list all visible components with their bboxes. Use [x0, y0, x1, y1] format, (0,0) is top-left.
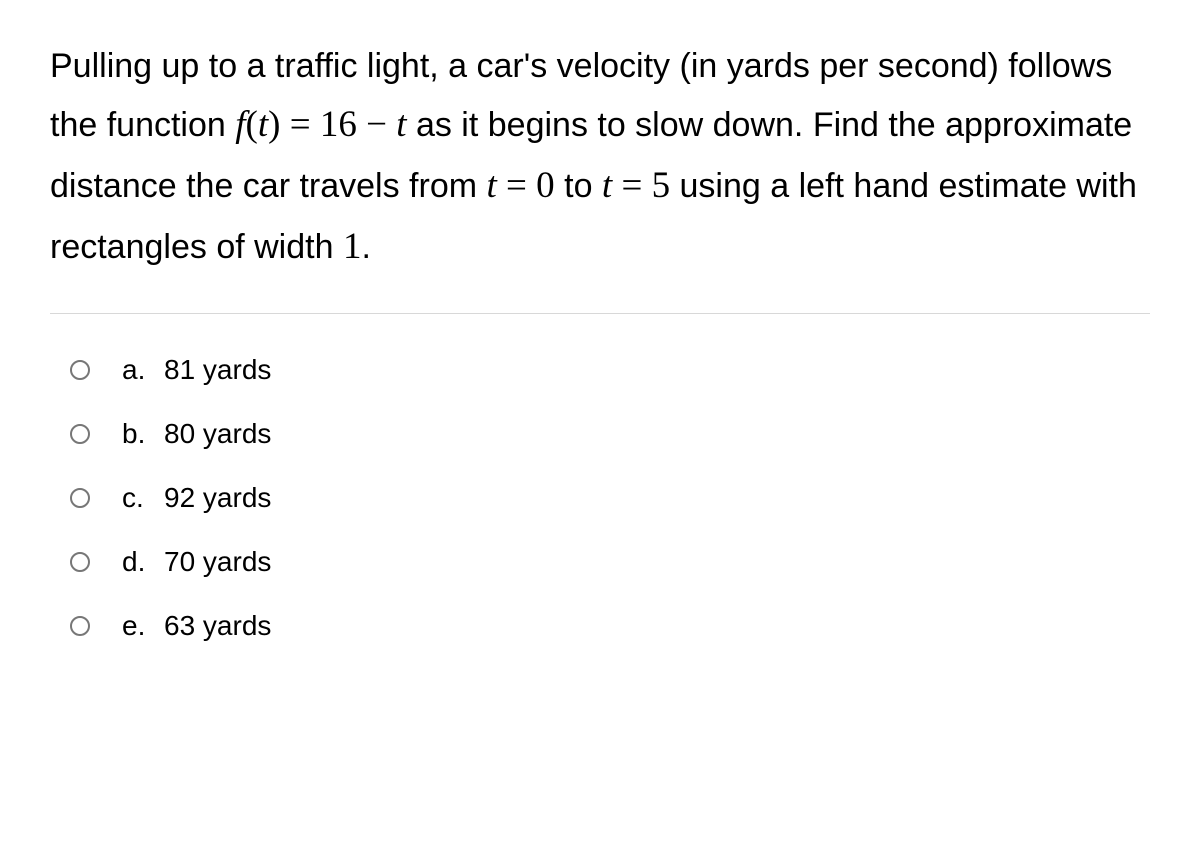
equals-2: =	[497, 165, 536, 206]
question-stem: Pulling up to a traffic light, a car's v…	[50, 38, 1150, 277]
width-val: 1	[343, 226, 362, 267]
option-row[interactable]: c. 92 yards	[70, 482, 1150, 514]
func-var: t	[258, 104, 268, 145]
option-row[interactable]: a. 81 yards	[70, 354, 1150, 386]
rhs-minus: −	[357, 104, 396, 145]
math-function: f(t) = 16 − t	[235, 104, 406, 145]
to-word: to	[555, 167, 602, 205]
rhs-const: 16	[320, 104, 357, 145]
option-letter: d.	[122, 546, 164, 578]
option-text: 81 yards	[164, 354, 1150, 386]
question-container: Pulling up to a traffic light, a car's v…	[0, 0, 1200, 642]
divider	[50, 313, 1150, 314]
option-row[interactable]: d. 70 yards	[70, 546, 1150, 578]
rhs-var: t	[396, 104, 406, 145]
paren-close: )	[268, 104, 280, 145]
func-name: f	[235, 104, 245, 145]
option-text: 70 yards	[164, 546, 1150, 578]
t0-val: 0	[536, 165, 555, 206]
math-t1: t = 5	[602, 165, 670, 206]
option-letter: e.	[122, 610, 164, 642]
radio-button[interactable]	[70, 424, 90, 444]
option-letter: c.	[122, 482, 164, 514]
t-var-2: t	[602, 165, 612, 206]
paren-open: (	[246, 104, 258, 145]
radio-button[interactable]	[70, 616, 90, 636]
option-letter: b.	[122, 418, 164, 450]
period: .	[361, 228, 370, 266]
option-text: 80 yards	[164, 418, 1150, 450]
option-text: 63 yards	[164, 610, 1150, 642]
equals-3: =	[612, 165, 651, 206]
radio-button[interactable]	[70, 360, 90, 380]
option-row[interactable]: b. 80 yards	[70, 418, 1150, 450]
radio-button[interactable]	[70, 552, 90, 572]
options-list: a. 81 yards b. 80 yards c. 92 yards d. 7…	[50, 354, 1150, 642]
option-row[interactable]: e. 63 yards	[70, 610, 1150, 642]
option-text: 92 yards	[164, 482, 1150, 514]
equals-1: =	[280, 104, 319, 145]
math-t0: t = 0	[487, 165, 555, 206]
t1-val: 5	[652, 165, 671, 206]
radio-button[interactable]	[70, 488, 90, 508]
option-letter: a.	[122, 354, 164, 386]
t-var-1: t	[487, 165, 497, 206]
